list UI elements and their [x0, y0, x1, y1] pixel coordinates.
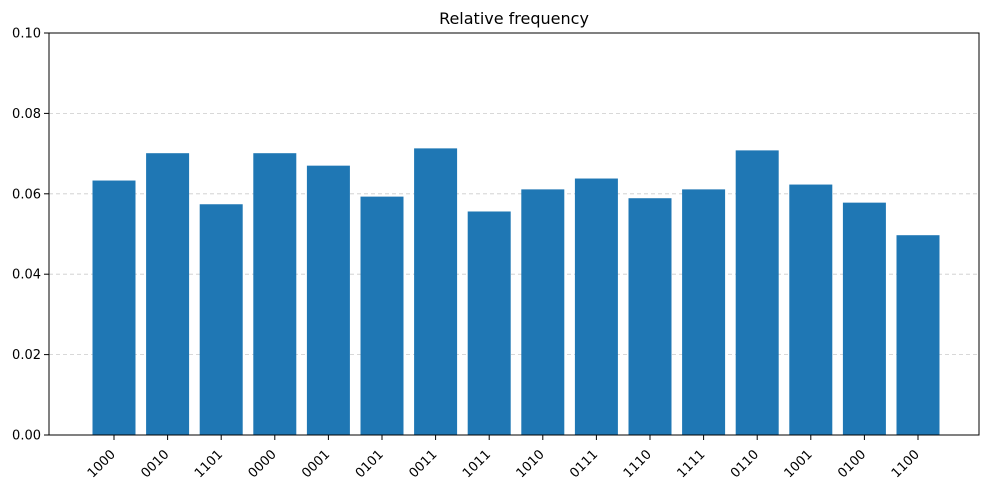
bar-1011 [467, 211, 511, 435]
bar-1000 [92, 180, 136, 435]
plot-frame [48, 32, 980, 436]
bar-1001 [789, 184, 833, 435]
bar-0011 [414, 148, 458, 435]
y-tick-label: 0.08 [12, 107, 41, 122]
bar-1100 [896, 235, 940, 435]
y-tick-label: 0.06 [12, 187, 41, 202]
bar-1111 [682, 189, 726, 435]
bar-1010 [521, 189, 565, 435]
y-tick-label: 0.10 [12, 27, 41, 42]
bar-1110 [628, 198, 672, 435]
y-axis: 0.00 0.02 0.04 0.06 0.08 0.10 [12, 27, 49, 444]
chart-title: Relative frequency [439, 9, 589, 28]
bar-0100 [842, 202, 886, 435]
y-tick-label: 0.04 [12, 268, 41, 283]
bars [92, 148, 940, 436]
bar-0000 [253, 153, 297, 435]
bar-0001 [306, 165, 350, 435]
bar-0010 [146, 153, 190, 435]
y-tick-label: 0.00 [12, 429, 41, 444]
y-tick-label: 0.02 [12, 348, 41, 363]
bar-0110 [735, 150, 779, 435]
bar-1101 [199, 204, 243, 435]
bar-0101 [360, 196, 404, 435]
bar-0111 [574, 178, 618, 436]
